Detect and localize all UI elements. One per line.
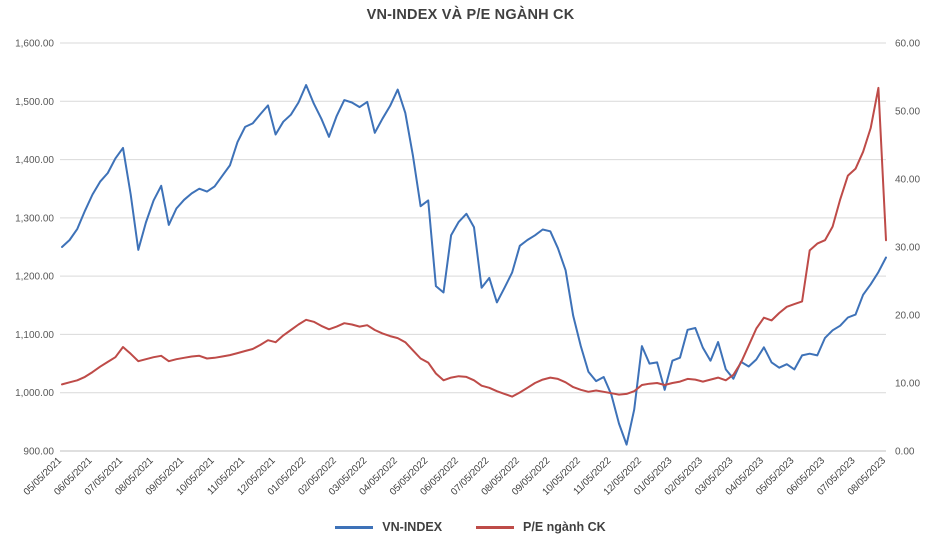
y-left-tick-label: 1,000.00 — [15, 388, 54, 399]
y-right-tick-label: 40.00 — [895, 175, 920, 186]
legend-label-pe-nganh-ck: P/E ngành CK — [523, 520, 606, 534]
y-right-tick-label: 60.00 — [895, 39, 920, 50]
y-left-tick-label: 1,200.00 — [15, 272, 54, 283]
vn-index-line — [61, 84, 887, 446]
legend: VN-INDEX P/E ngành CK — [0, 520, 941, 534]
legend-line-sample-blue-icon — [335, 525, 374, 529]
y-left-tick-label: 900.00 — [23, 447, 54, 458]
y-right-tick-label: 0.00 — [895, 447, 915, 458]
legend-line-sample-red-icon — [476, 525, 515, 529]
legend-item-pe-nganh-ck: P/E ngành CK — [476, 520, 606, 534]
pe-nganh-ck-line — [61, 86, 887, 398]
y-right-tick-label: 50.00 — [895, 107, 920, 118]
y-right-tick-label: 10.00 — [895, 379, 920, 390]
y-left-tick-label: 1,300.00 — [15, 213, 54, 224]
y-left-tick-label: 1,100.00 — [15, 330, 54, 341]
y-left-tick-label: 1,500.00 — [15, 97, 54, 108]
y-right-tick-label: 30.00 — [895, 243, 920, 254]
y-left-tick-label: 1,600.00 — [15, 39, 54, 50]
legend-item-vn-index: VN-INDEX — [335, 520, 442, 534]
y-left-tick-label: 1,400.00 — [15, 155, 54, 166]
y-right-tick-label: 20.00 — [895, 311, 920, 322]
chart-title: VN-INDEX VÀ P/E NGÀNH CK — [366, 7, 575, 23]
legend-label-vn-index: VN-INDEX — [382, 520, 443, 534]
